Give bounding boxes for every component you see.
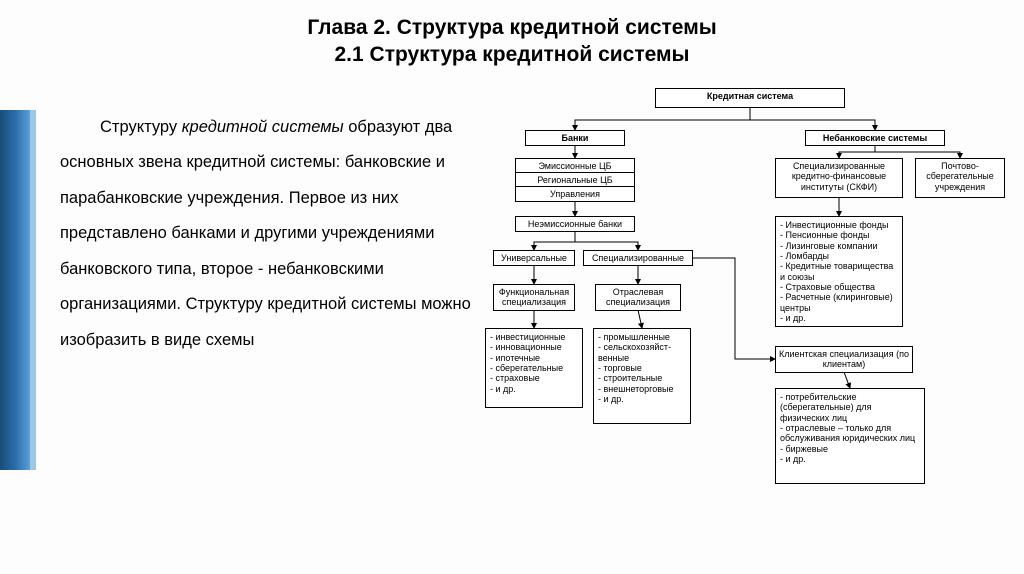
node-otras: Отраслевая специализация <box>595 284 681 311</box>
node-client: Клиентская специализация (по клиентам) <box>775 346 913 373</box>
node-post: Почтово-сберегательные учреждения <box>915 158 1005 198</box>
node-nonemiss: Неэмиссионные банки <box>515 216 635 232</box>
node-funclist: - инвестиционные- инновационные- ипотечн… <box>485 328 583 408</box>
para-prefix: Структуру <box>100 118 182 136</box>
page-title: Глава 2. Структура кредитной системы 2.1… <box>0 0 1024 69</box>
node-spec: Специализированные <box>583 250 693 266</box>
node-func: Функциональная специализация <box>493 284 575 311</box>
node-otraslist: - промышленные- сельскохозяйст-венные- т… <box>593 328 691 424</box>
body-paragraph: Структуру кредитной системы образуют два… <box>60 110 480 358</box>
node-root: Кредитная система <box>655 88 845 108</box>
node-nonbank: Небанковские системы <box>805 130 945 146</box>
credit-system-diagram: Кредитная система Банки Небанковские систе… <box>485 88 1020 568</box>
node-univ: Универсальные <box>493 250 575 266</box>
node-skfi: Специализированные кредитно-финансовые и… <box>775 158 903 198</box>
accent-bar <box>0 110 30 470</box>
node-clientlist: - потребительские (сберегательные) для ф… <box>775 388 925 484</box>
title-line-1: Глава 2. Структура кредитной системы <box>0 14 1024 41</box>
para-rest: образуют два основных звена кредитной си… <box>60 118 471 349</box>
node-uprav: Управления <box>515 186 635 202</box>
title-line-2: 2.1 Структура кредитной системы <box>0 41 1024 68</box>
para-italic: кредитной системы <box>182 118 344 136</box>
node-skfilist: - Инвестиционные фонды- Пенсионные фонды… <box>775 216 903 327</box>
node-banks: Банки <box>525 130 625 146</box>
